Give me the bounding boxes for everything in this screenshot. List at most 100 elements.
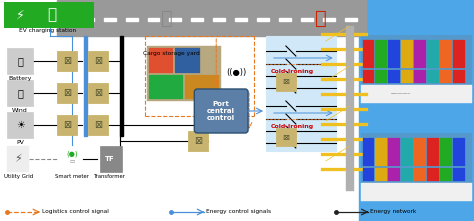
Bar xyxy=(453,168,465,181)
Bar xyxy=(88,83,108,103)
Bar xyxy=(82,18,94,21)
Text: ⊠: ⊠ xyxy=(63,88,71,98)
Bar xyxy=(440,138,452,166)
Bar xyxy=(414,40,426,68)
Text: Energy network: Energy network xyxy=(371,210,417,215)
Bar xyxy=(191,18,203,21)
Bar xyxy=(88,51,108,71)
Bar xyxy=(188,131,208,151)
Bar xyxy=(148,48,173,73)
Bar xyxy=(321,93,346,96)
Bar xyxy=(257,18,269,21)
Bar xyxy=(440,40,452,68)
Text: ((●)): ((●)) xyxy=(226,69,246,78)
Text: ⊠: ⊠ xyxy=(194,136,202,146)
Bar xyxy=(427,70,439,83)
Bar xyxy=(354,108,368,111)
Bar xyxy=(354,153,368,156)
Bar xyxy=(361,183,472,201)
Bar xyxy=(7,146,29,172)
Bar xyxy=(321,63,346,66)
Text: Logistics control signal: Logistics control signal xyxy=(42,210,109,215)
Bar xyxy=(375,40,387,68)
Bar xyxy=(7,48,33,74)
Bar xyxy=(427,40,439,68)
Bar xyxy=(301,18,313,21)
Bar xyxy=(354,63,368,66)
Text: ⊠: ⊠ xyxy=(94,88,102,98)
Bar xyxy=(276,73,296,91)
Bar xyxy=(363,168,374,181)
Bar xyxy=(354,33,368,36)
Bar xyxy=(346,26,354,191)
Bar xyxy=(62,146,82,172)
Bar xyxy=(453,40,465,68)
Text: Wind: Wind xyxy=(12,108,28,113)
Text: 🔋: 🔋 xyxy=(17,56,23,66)
Text: ⊠: ⊠ xyxy=(63,120,71,130)
Bar xyxy=(401,70,413,83)
Bar xyxy=(321,168,346,171)
Bar xyxy=(321,33,346,36)
Bar xyxy=(185,75,219,99)
Text: EV charging station: EV charging station xyxy=(19,28,77,33)
Bar xyxy=(363,40,374,68)
Bar xyxy=(354,123,368,126)
Bar xyxy=(321,78,346,81)
Bar xyxy=(453,138,465,166)
Bar xyxy=(126,18,137,21)
Text: ⚡: ⚡ xyxy=(14,154,22,164)
Bar xyxy=(375,138,387,166)
Bar xyxy=(363,138,374,166)
Bar xyxy=(361,85,472,103)
Text: ⊠: ⊠ xyxy=(63,56,71,66)
Bar xyxy=(427,168,439,181)
Bar xyxy=(279,18,291,21)
Bar xyxy=(363,70,374,83)
Text: 🗼: 🗼 xyxy=(17,88,23,98)
Text: Cold-Ironing: Cold-Ironing xyxy=(271,124,314,129)
Bar xyxy=(414,70,426,83)
Bar xyxy=(401,40,413,68)
Bar xyxy=(440,168,452,181)
Bar xyxy=(361,35,472,103)
Text: ☀: ☀ xyxy=(16,120,25,130)
Bar xyxy=(57,0,365,36)
Bar xyxy=(414,168,426,181)
Text: ⊠: ⊠ xyxy=(94,56,102,66)
Text: Port
central
control: Port central control xyxy=(207,101,235,122)
Bar xyxy=(169,18,182,21)
Text: Cargo storage yard: Cargo storage yard xyxy=(143,51,199,56)
Bar xyxy=(321,108,346,111)
Bar xyxy=(388,70,401,83)
Bar xyxy=(354,93,368,96)
Bar xyxy=(345,18,356,21)
Bar xyxy=(321,123,346,126)
Bar xyxy=(401,138,413,166)
Bar xyxy=(276,128,296,146)
Text: ━━━━━━━━: ━━━━━━━━ xyxy=(391,92,410,96)
Text: ⊠: ⊠ xyxy=(94,120,102,130)
Text: Smart meter: Smart meter xyxy=(55,174,89,179)
Bar xyxy=(235,18,247,21)
Text: TF: TF xyxy=(105,156,115,162)
Bar xyxy=(146,46,221,101)
Bar xyxy=(100,146,122,172)
Bar xyxy=(354,48,368,51)
Bar xyxy=(354,78,368,81)
Bar xyxy=(354,138,368,141)
Text: (●): (●) xyxy=(66,151,78,157)
Bar xyxy=(358,0,474,221)
Bar xyxy=(361,133,472,201)
Text: ⚡: ⚡ xyxy=(16,8,25,21)
Bar xyxy=(321,138,346,141)
Text: ⊠: ⊠ xyxy=(283,133,290,141)
Bar xyxy=(266,36,336,151)
Bar xyxy=(148,75,183,99)
Bar xyxy=(388,168,401,181)
Text: ⊠: ⊠ xyxy=(283,78,290,86)
Bar xyxy=(440,70,452,83)
FancyBboxPatch shape xyxy=(194,89,248,133)
Bar xyxy=(427,138,439,166)
Bar xyxy=(321,153,346,156)
